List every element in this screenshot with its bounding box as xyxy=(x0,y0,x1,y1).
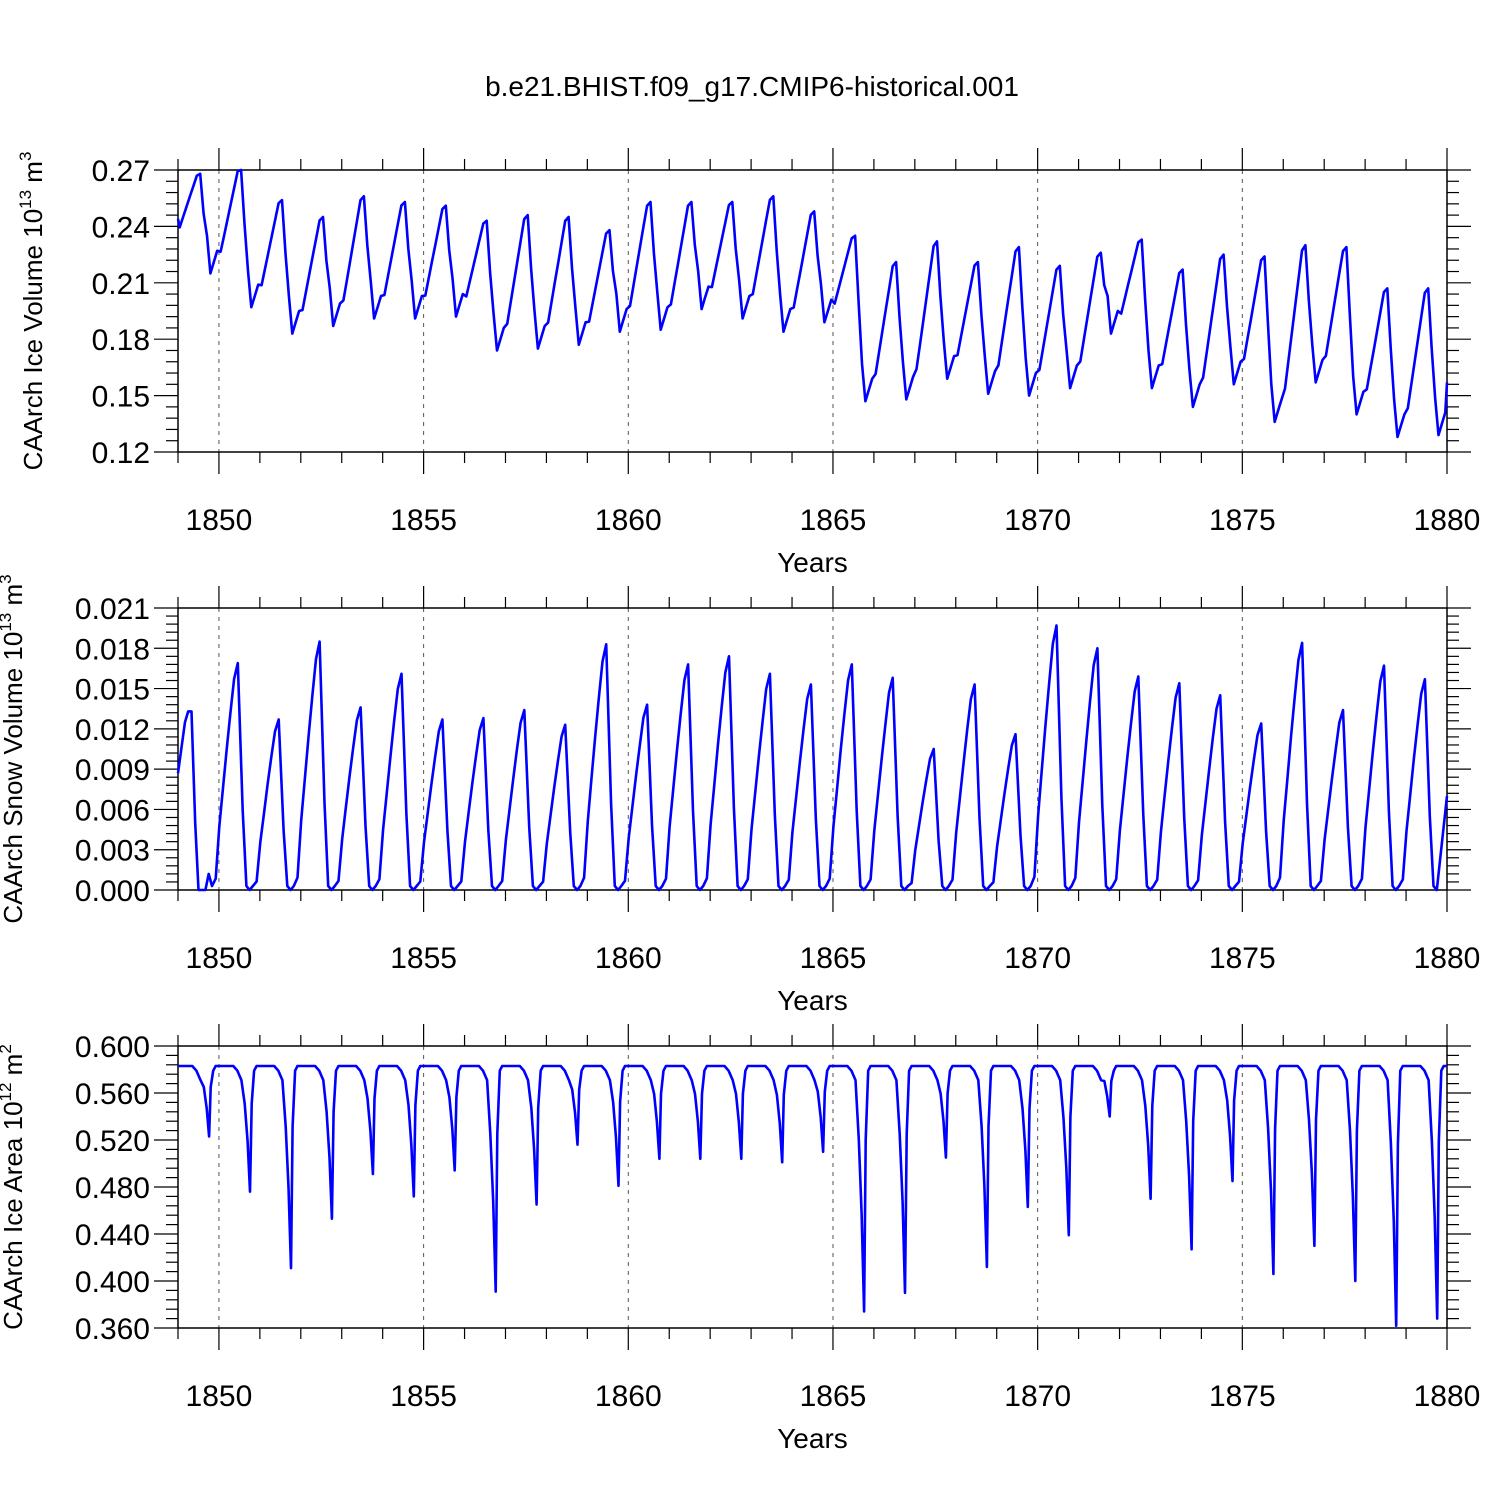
x-tick-label: 1855 xyxy=(390,942,457,975)
panel-3: 0.360 0.400 0.440 0.480 0.520 0.560 0.600 1850 1… xyxy=(0,1024,1480,1454)
y-tick-label: 0.000 xyxy=(75,875,150,908)
y-tick-label: 0.018 xyxy=(75,633,150,666)
plot-frame xyxy=(177,607,1448,891)
chart-title: b.e21.BHIST.f09_g17.CMIP6-historical.001 xyxy=(485,71,1019,102)
x-tick-label: 1875 xyxy=(1209,1380,1276,1413)
y-label-exponent: 13 xyxy=(0,613,15,632)
x-tick-label: 1870 xyxy=(1004,1380,1071,1413)
x-axis-label: Years xyxy=(777,1423,848,1454)
x-tick-label: 1855 xyxy=(390,1380,457,1413)
x-tick-label: 1880 xyxy=(1414,504,1481,537)
x-tick-label: 1865 xyxy=(800,942,867,975)
x-tick-label: 1875 xyxy=(1209,504,1276,537)
y-label-unit-exponent: 3 xyxy=(16,152,35,161)
y-label-unit-exponent: 2 xyxy=(0,1044,15,1053)
y-axis-label: CAArch Ice Volume 1013 m3 xyxy=(16,152,48,471)
y-tick-label: 0.21 xyxy=(92,268,150,301)
x-tick-label: 1870 xyxy=(1004,942,1071,975)
y-tick-label: 0.006 xyxy=(75,794,150,827)
x-tick-label: 1865 xyxy=(800,504,867,537)
y-tick-label: 0.15 xyxy=(92,381,150,414)
y-label-exponent: 12 xyxy=(0,1083,15,1102)
y-tick-label: 0.27 xyxy=(92,155,150,188)
x-axis-label: Years xyxy=(777,547,848,578)
x-tick-label: 1870 xyxy=(1004,504,1071,537)
y-tick-label: 0.360 xyxy=(75,1313,150,1346)
y-tick-label: 0.009 xyxy=(75,754,150,787)
y-label-unit: m xyxy=(0,1054,28,1083)
x-tick-label: 1860 xyxy=(595,942,662,975)
y-label-exponent: 13 xyxy=(16,190,35,209)
y-tick-label: 0.440 xyxy=(75,1219,150,1252)
y-tick-label: 0.003 xyxy=(75,835,150,868)
panel-1: 0.12 0.15 0.18 0.21 0.24 0.27 1850 1855 1860 1865… xyxy=(16,148,1480,578)
y-label-text: CAArch Snow Volume 10 xyxy=(0,632,28,924)
x-tick-label: 1875 xyxy=(1209,942,1276,975)
y-tick-label: 0.400 xyxy=(75,1266,150,1299)
y-tick-label: 0.021 xyxy=(75,593,150,626)
y-axis-label: CAArch Snow Volume 1013 m3 xyxy=(0,574,28,923)
x-tick-label: 1855 xyxy=(390,504,457,537)
y-tick-label: 0.600 xyxy=(75,1031,150,1064)
x-tick-label: 1880 xyxy=(1414,1380,1481,1413)
x-tick-label: 1850 xyxy=(186,504,253,537)
x-tick-label: 1860 xyxy=(595,504,662,537)
series-line xyxy=(178,1064,1447,1327)
y-label-unit: m xyxy=(18,161,48,190)
y-tick-label: 0.015 xyxy=(75,674,150,707)
panel-2: 0.000 0.003 0.006 0.009 0.012 0.015 0.018 0.021… xyxy=(0,574,1480,1016)
y-tick-label: 0.560 xyxy=(75,1078,150,1111)
y-tick-label: 0.12 xyxy=(92,437,150,470)
y-axis-label: CAArch Ice Area 1012 m2 xyxy=(0,1044,28,1330)
y-label-text: CAArch Ice Area 10 xyxy=(0,1101,28,1329)
y-label-unit: m xyxy=(0,584,28,613)
x-axis-label: Years xyxy=(777,985,848,1016)
y-tick-label: 0.480 xyxy=(75,1172,150,1205)
y-tick-label: 0.24 xyxy=(92,211,150,244)
y-label-text: CAArch Ice Volume 10 xyxy=(18,209,48,471)
series-line xyxy=(176,168,1449,439)
plot-frame xyxy=(177,169,1448,453)
series-line xyxy=(176,624,1449,892)
y-tick-label: 0.012 xyxy=(75,714,150,747)
plot-frame xyxy=(177,1045,1448,1329)
x-tick-label: 1860 xyxy=(595,1380,662,1413)
x-tick-label: 1880 xyxy=(1414,942,1481,975)
y-tick-label: 0.520 xyxy=(75,1125,150,1158)
y-label-unit-exponent: 3 xyxy=(0,574,15,583)
y-tick-label: 0.18 xyxy=(92,324,150,357)
x-tick-label: 1850 xyxy=(186,1380,253,1413)
x-tick-label: 1865 xyxy=(800,1380,867,1413)
x-tick-label: 1850 xyxy=(186,942,253,975)
